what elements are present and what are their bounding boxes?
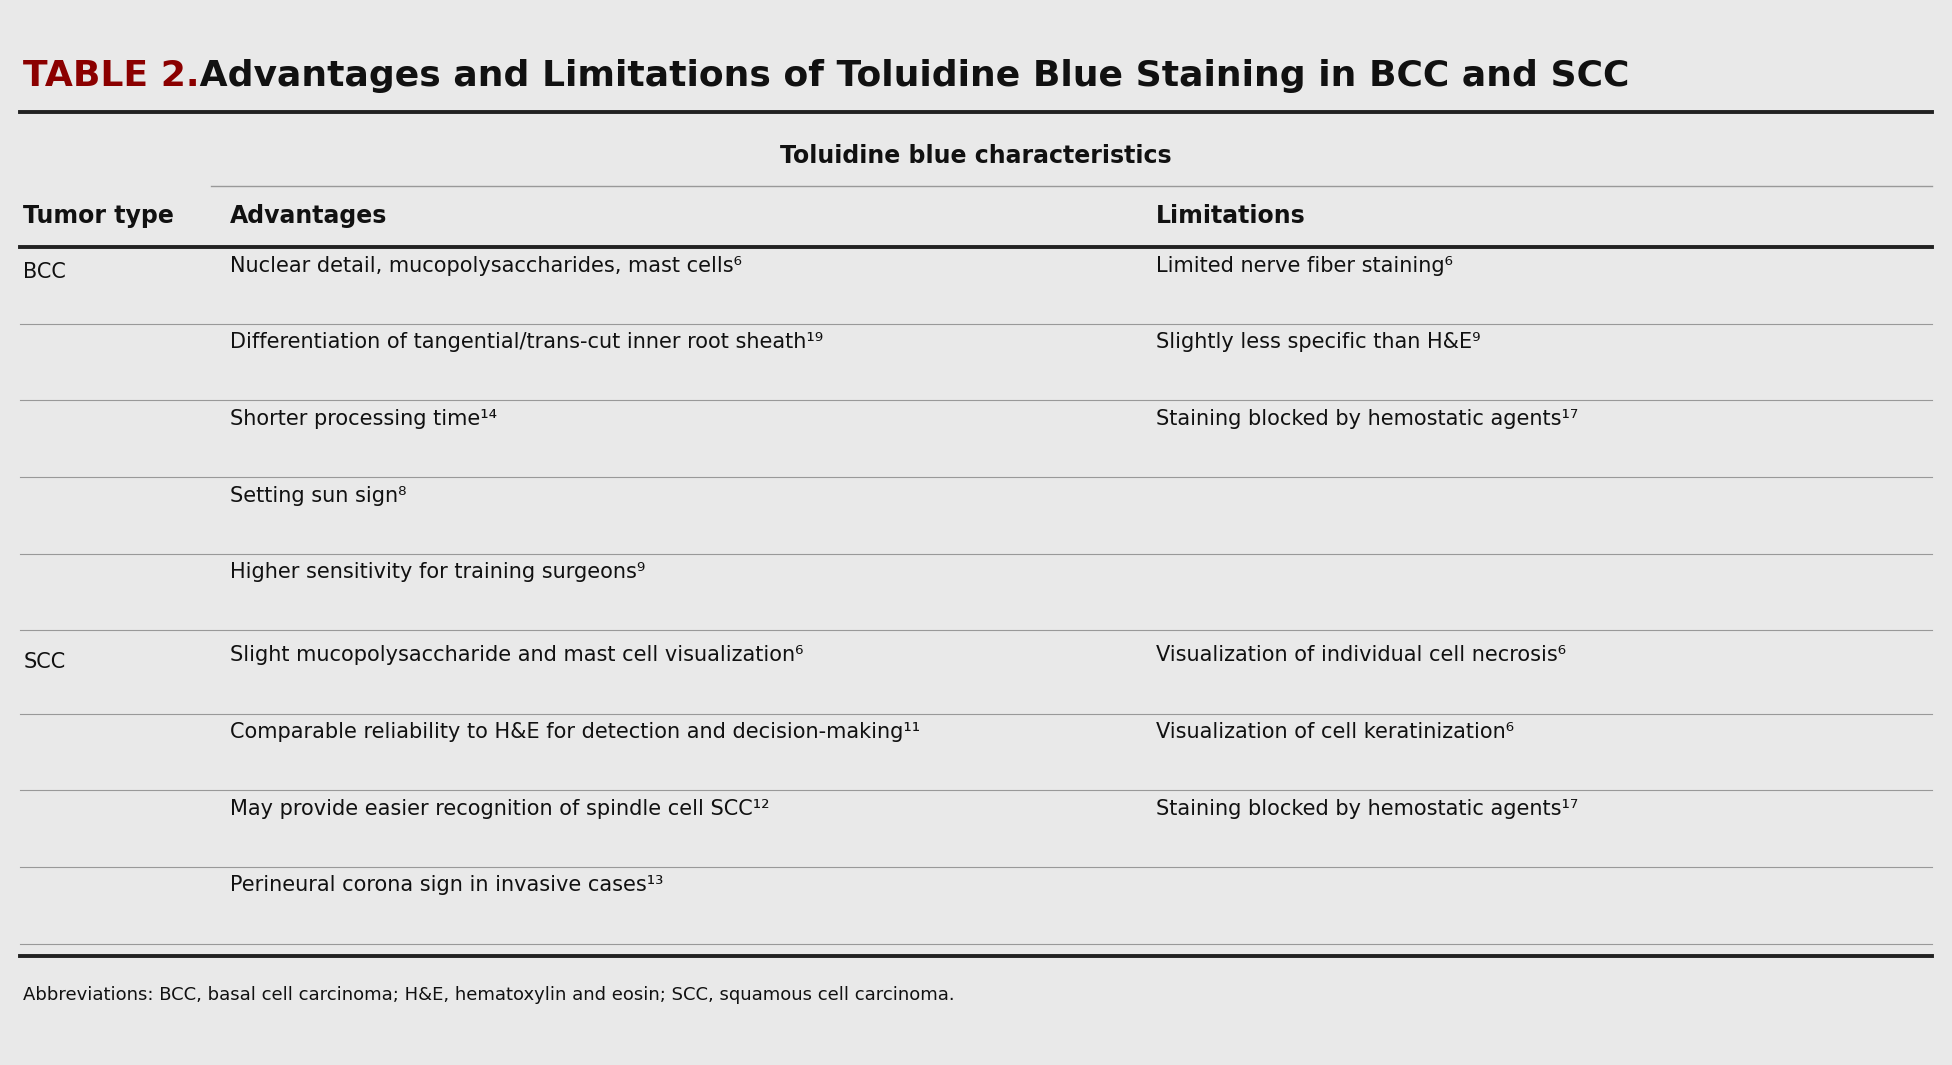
Text: Visualization of individual cell necrosis⁶: Visualization of individual cell necrosi… bbox=[1156, 645, 1566, 666]
Text: Nuclear detail, mucopolysaccharides, mast cells⁶: Nuclear detail, mucopolysaccharides, mas… bbox=[230, 256, 742, 276]
Text: Staining blocked by hemostatic agents¹⁷: Staining blocked by hemostatic agents¹⁷ bbox=[1156, 799, 1577, 819]
Text: Advantages: Advantages bbox=[230, 204, 388, 229]
Text: May provide easier recognition of spindle cell SCC¹²: May provide easier recognition of spindl… bbox=[230, 799, 769, 819]
Text: Shorter processing time¹⁴: Shorter processing time¹⁴ bbox=[230, 409, 498, 429]
Text: Tumor type: Tumor type bbox=[23, 204, 174, 229]
Text: BCC: BCC bbox=[23, 262, 66, 282]
Text: Slight mucopolysaccharide and mast cell visualization⁶: Slight mucopolysaccharide and mast cell … bbox=[230, 645, 804, 666]
Text: Slightly less specific than H&E⁹: Slightly less specific than H&E⁹ bbox=[1156, 332, 1480, 353]
Text: Limited nerve fiber staining⁶: Limited nerve fiber staining⁶ bbox=[1156, 256, 1452, 276]
Text: Higher sensitivity for training surgeons⁹: Higher sensitivity for training surgeons… bbox=[230, 562, 646, 583]
Text: Abbreviations: BCC, basal cell carcinoma; H&E, hematoxylin and eosin; SCC, squam: Abbreviations: BCC, basal cell carcinoma… bbox=[23, 986, 955, 1004]
Text: Perineural corona sign in invasive cases¹³: Perineural corona sign in invasive cases… bbox=[230, 875, 664, 896]
Text: Limitations: Limitations bbox=[1156, 204, 1306, 229]
Text: Toluidine blue characteristics: Toluidine blue characteristics bbox=[781, 144, 1171, 168]
Text: Comparable reliability to H&E for detection and decision-making¹¹: Comparable reliability to H&E for detect… bbox=[230, 722, 921, 742]
Text: Visualization of cell keratinization⁶: Visualization of cell keratinization⁶ bbox=[1156, 722, 1513, 742]
Text: TABLE 2.: TABLE 2. bbox=[23, 59, 199, 93]
Text: Staining blocked by hemostatic agents¹⁷: Staining blocked by hemostatic agents¹⁷ bbox=[1156, 409, 1577, 429]
Text: SCC: SCC bbox=[23, 652, 66, 672]
Text: Differentiation of tangential/trans-cut inner root sheath¹⁹: Differentiation of tangential/trans-cut … bbox=[230, 332, 824, 353]
Text: Advantages and Limitations of Toluidine Blue Staining in BCC and SCC: Advantages and Limitations of Toluidine … bbox=[187, 59, 1630, 93]
Text: Setting sun sign⁸: Setting sun sign⁸ bbox=[230, 486, 406, 506]
